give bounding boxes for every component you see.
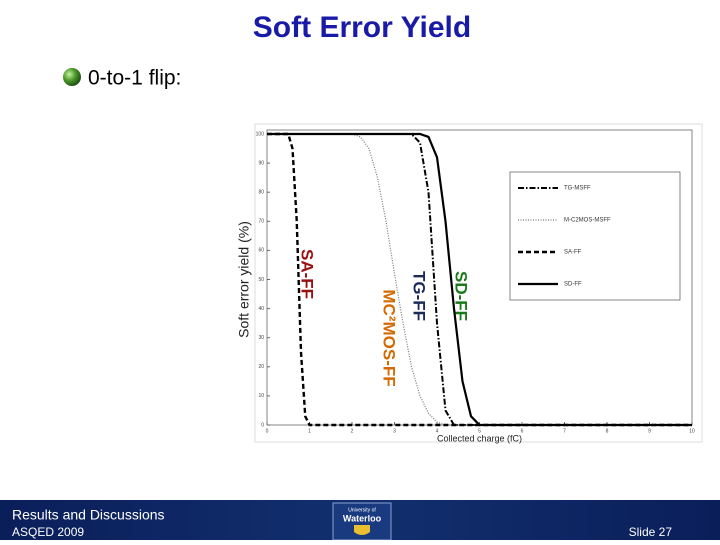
- slide-title: Soft Error Yield: [253, 11, 471, 44]
- plot: 0 1 2 3 4 5 6 7 8 9 100102030405060708090100Collec…: [236, 129, 695, 443]
- legend-label: TG-MSFF: [564, 186, 591, 192]
- legend-label: M-C2MOS-MSFF: [564, 218, 611, 224]
- annotation: SD-FF: [452, 271, 471, 321]
- x-tick-label: 2: [351, 428, 354, 434]
- bullet-text: 0-to-1 flip:: [88, 67, 181, 90]
- annotation: TG-FF: [410, 271, 429, 321]
- legend-label: SD-FF: [564, 282, 582, 288]
- x-tick-label: 8: [606, 428, 609, 434]
- y-tick-label: 20: [258, 364, 264, 370]
- annotation: MC²MOS-FF: [380, 289, 399, 386]
- y-tick-label: 100: [256, 131, 265, 137]
- logo-top: University of: [348, 507, 376, 513]
- y-tick-label: 0: [261, 422, 264, 428]
- y-tick-label: 50: [258, 277, 264, 283]
- bullet-icon: [63, 68, 81, 86]
- y-tick-label: 60: [258, 248, 264, 254]
- y-tick-label: 80: [258, 190, 264, 196]
- x-axis-label: Collected charge (fC): [437, 433, 522, 443]
- slide-number: Slide 27: [629, 525, 673, 539]
- x-tick-label: 10: [689, 428, 695, 434]
- annotation: SA-FF: [298, 249, 317, 299]
- y-tick-label: 90: [258, 160, 264, 166]
- x-tick-label: 9: [648, 428, 651, 434]
- y-axis-label: Soft error yield (%): [236, 221, 252, 338]
- x-tick-label: 0: [266, 428, 269, 434]
- y-tick-label: 40: [258, 306, 264, 312]
- y-tick-label: 70: [258, 219, 264, 225]
- x-tick-label: 6: [521, 428, 524, 434]
- legend-box: [509, 171, 681, 301]
- series-line: [267, 132, 692, 427]
- y-tick-label: 30: [258, 335, 264, 341]
- logo-name: Waterloo: [343, 513, 382, 523]
- logo-crest: [354, 525, 370, 535]
- x-tick-label: 3: [393, 428, 396, 434]
- x-tick-label: 4: [436, 428, 439, 434]
- footer-event: ASQED 2009: [12, 525, 84, 539]
- x-tick-label: 7: [563, 428, 566, 434]
- x-tick-label: 5: [478, 428, 481, 434]
- footer-section: Results and Discussions: [12, 507, 165, 523]
- x-tick-label: 1: [308, 428, 311, 434]
- legend-label: SA-FF: [564, 250, 582, 256]
- y-tick-label: 10: [258, 393, 264, 399]
